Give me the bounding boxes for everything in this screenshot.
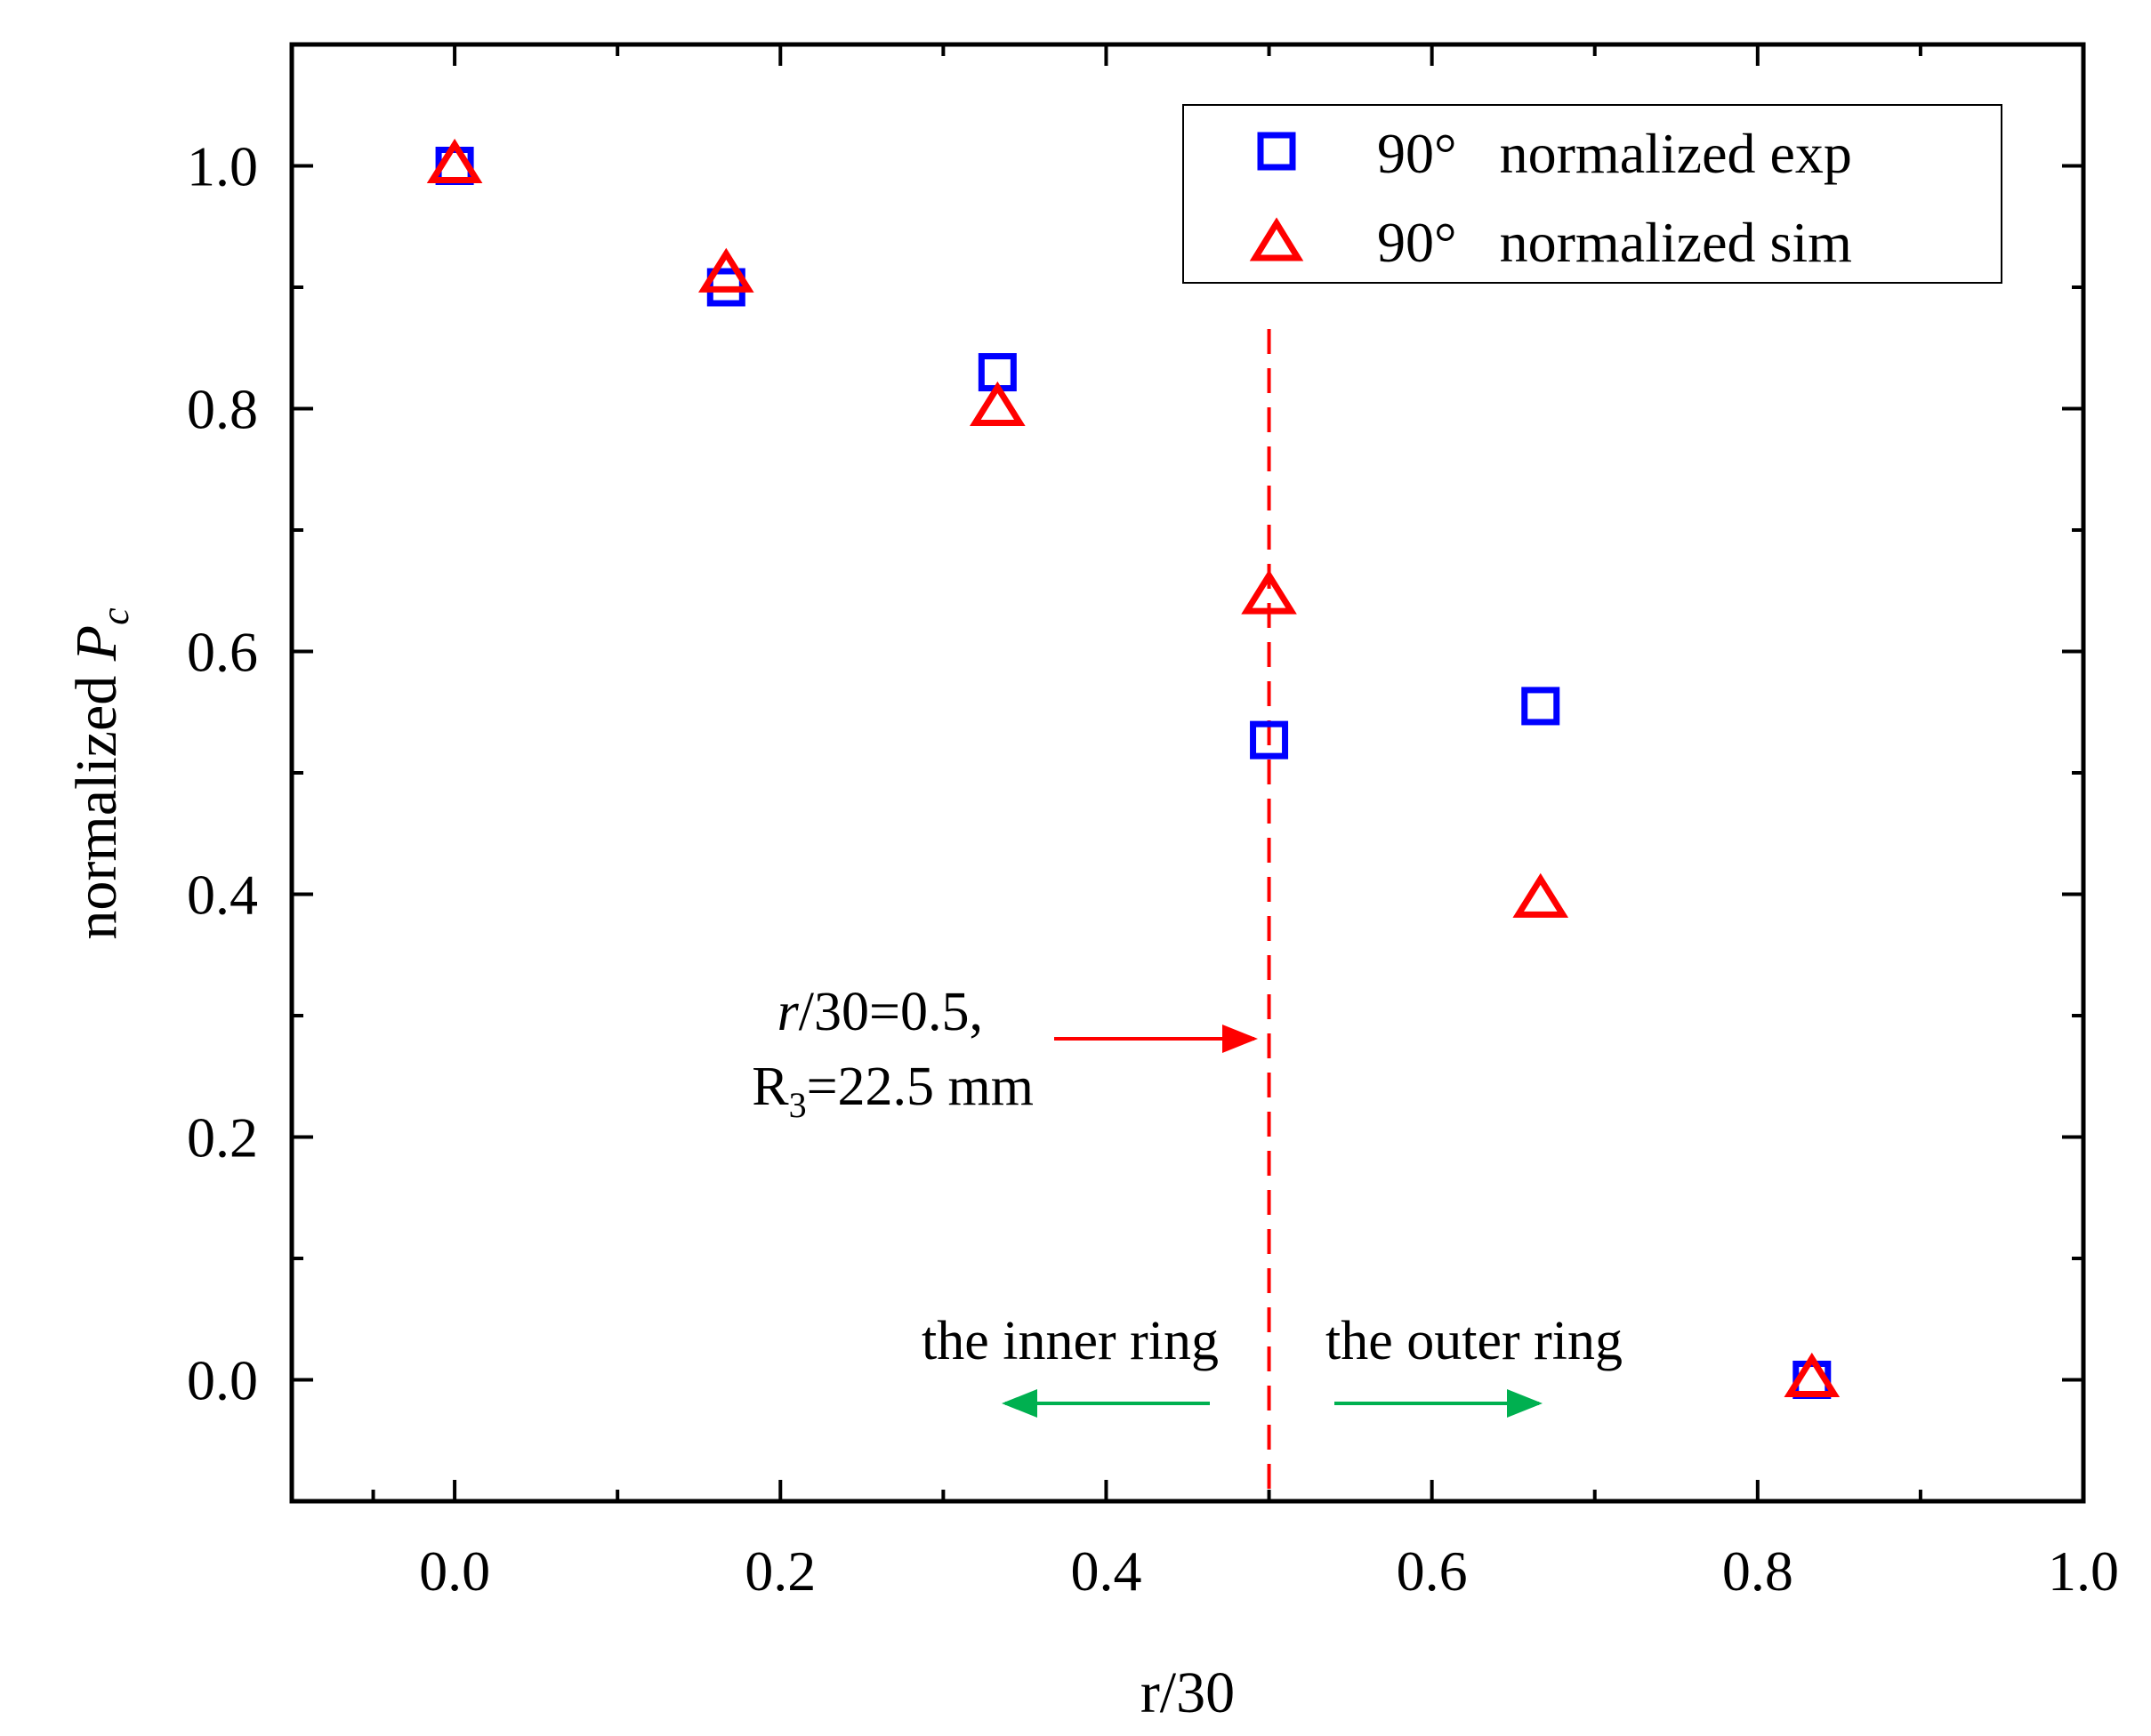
sim-point — [970, 381, 1026, 426]
x-tick-labels: 0.0 0.2 0.4 0.6 0.8 1.0 — [419, 1539, 2119, 1603]
y-tick-labels: 0.0 0.2 0.4 0.6 0.8 1.0 — [187, 135, 258, 1412]
legend-label-sim: 90° normalized sim — [1377, 211, 1852, 274]
legend-box — [1182, 104, 2002, 284]
radius-annotation-rest: =22.5 mm — [807, 1057, 1034, 1117]
y-tick-label: 0.6 — [187, 621, 258, 684]
x-axis-label: r/30 — [1140, 1660, 1235, 1725]
r-annotation: r/30=0.5, — [777, 982, 983, 1042]
inner-ring-label: the inner ring — [922, 1311, 1219, 1371]
sim-point — [1241, 569, 1297, 615]
x-tick-label: 0.6 — [1397, 1539, 1468, 1603]
legend: 90° normalized exp 90° normalized sim — [1182, 104, 2002, 284]
y-tick-label: 1.0 — [187, 135, 258, 198]
r-annotation-italic: r — [777, 982, 800, 1042]
sim-point — [697, 247, 754, 293]
legend-label-exp: 90° normalized exp — [1377, 122, 1852, 185]
y-axis-label-prefix: normalized — [64, 661, 129, 939]
radius-annotation: R3=22.5 mm — [752, 1057, 1034, 1125]
sim-point — [1512, 872, 1569, 918]
x-tick-label: 1.0 — [2048, 1539, 2119, 1603]
y-tick-label: 0.8 — [187, 378, 258, 441]
radius-annotation-sub: 3 — [789, 1085, 807, 1125]
y-ticks — [292, 164, 2083, 1382]
legend-marker-sim — [1249, 217, 1304, 261]
y-axis-label: normalized Pc — [64, 607, 137, 940]
x-ticks — [371, 44, 2085, 1501]
x-tick-label: 0.0 — [419, 1539, 490, 1603]
y-tick-label: 0.4 — [187, 864, 258, 927]
y-tick-label: 0.2 — [187, 1106, 258, 1169]
legend-marker-exp — [1257, 132, 1296, 171]
radius-annotation-main: R — [752, 1057, 789, 1117]
data-points — [426, 138, 1841, 1399]
y-axis-label-subscript: c — [93, 607, 137, 625]
x-tick-label: 0.4 — [1070, 1539, 1141, 1603]
outer-ring-label: the outer ring — [1325, 1311, 1623, 1371]
y-axis-label-symbol: P — [64, 625, 129, 662]
x-tick-label: 0.2 — [745, 1539, 816, 1603]
x-tick-label: 0.8 — [1722, 1539, 1793, 1603]
exp-point — [1521, 687, 1560, 726]
sim-point — [426, 138, 483, 183]
exp-point — [1250, 720, 1289, 760]
r-annotation-rest: /30=0.5, — [799, 982, 983, 1042]
y-tick-label: 0.0 — [187, 1349, 258, 1412]
sim-point — [1784, 1352, 1841, 1397]
